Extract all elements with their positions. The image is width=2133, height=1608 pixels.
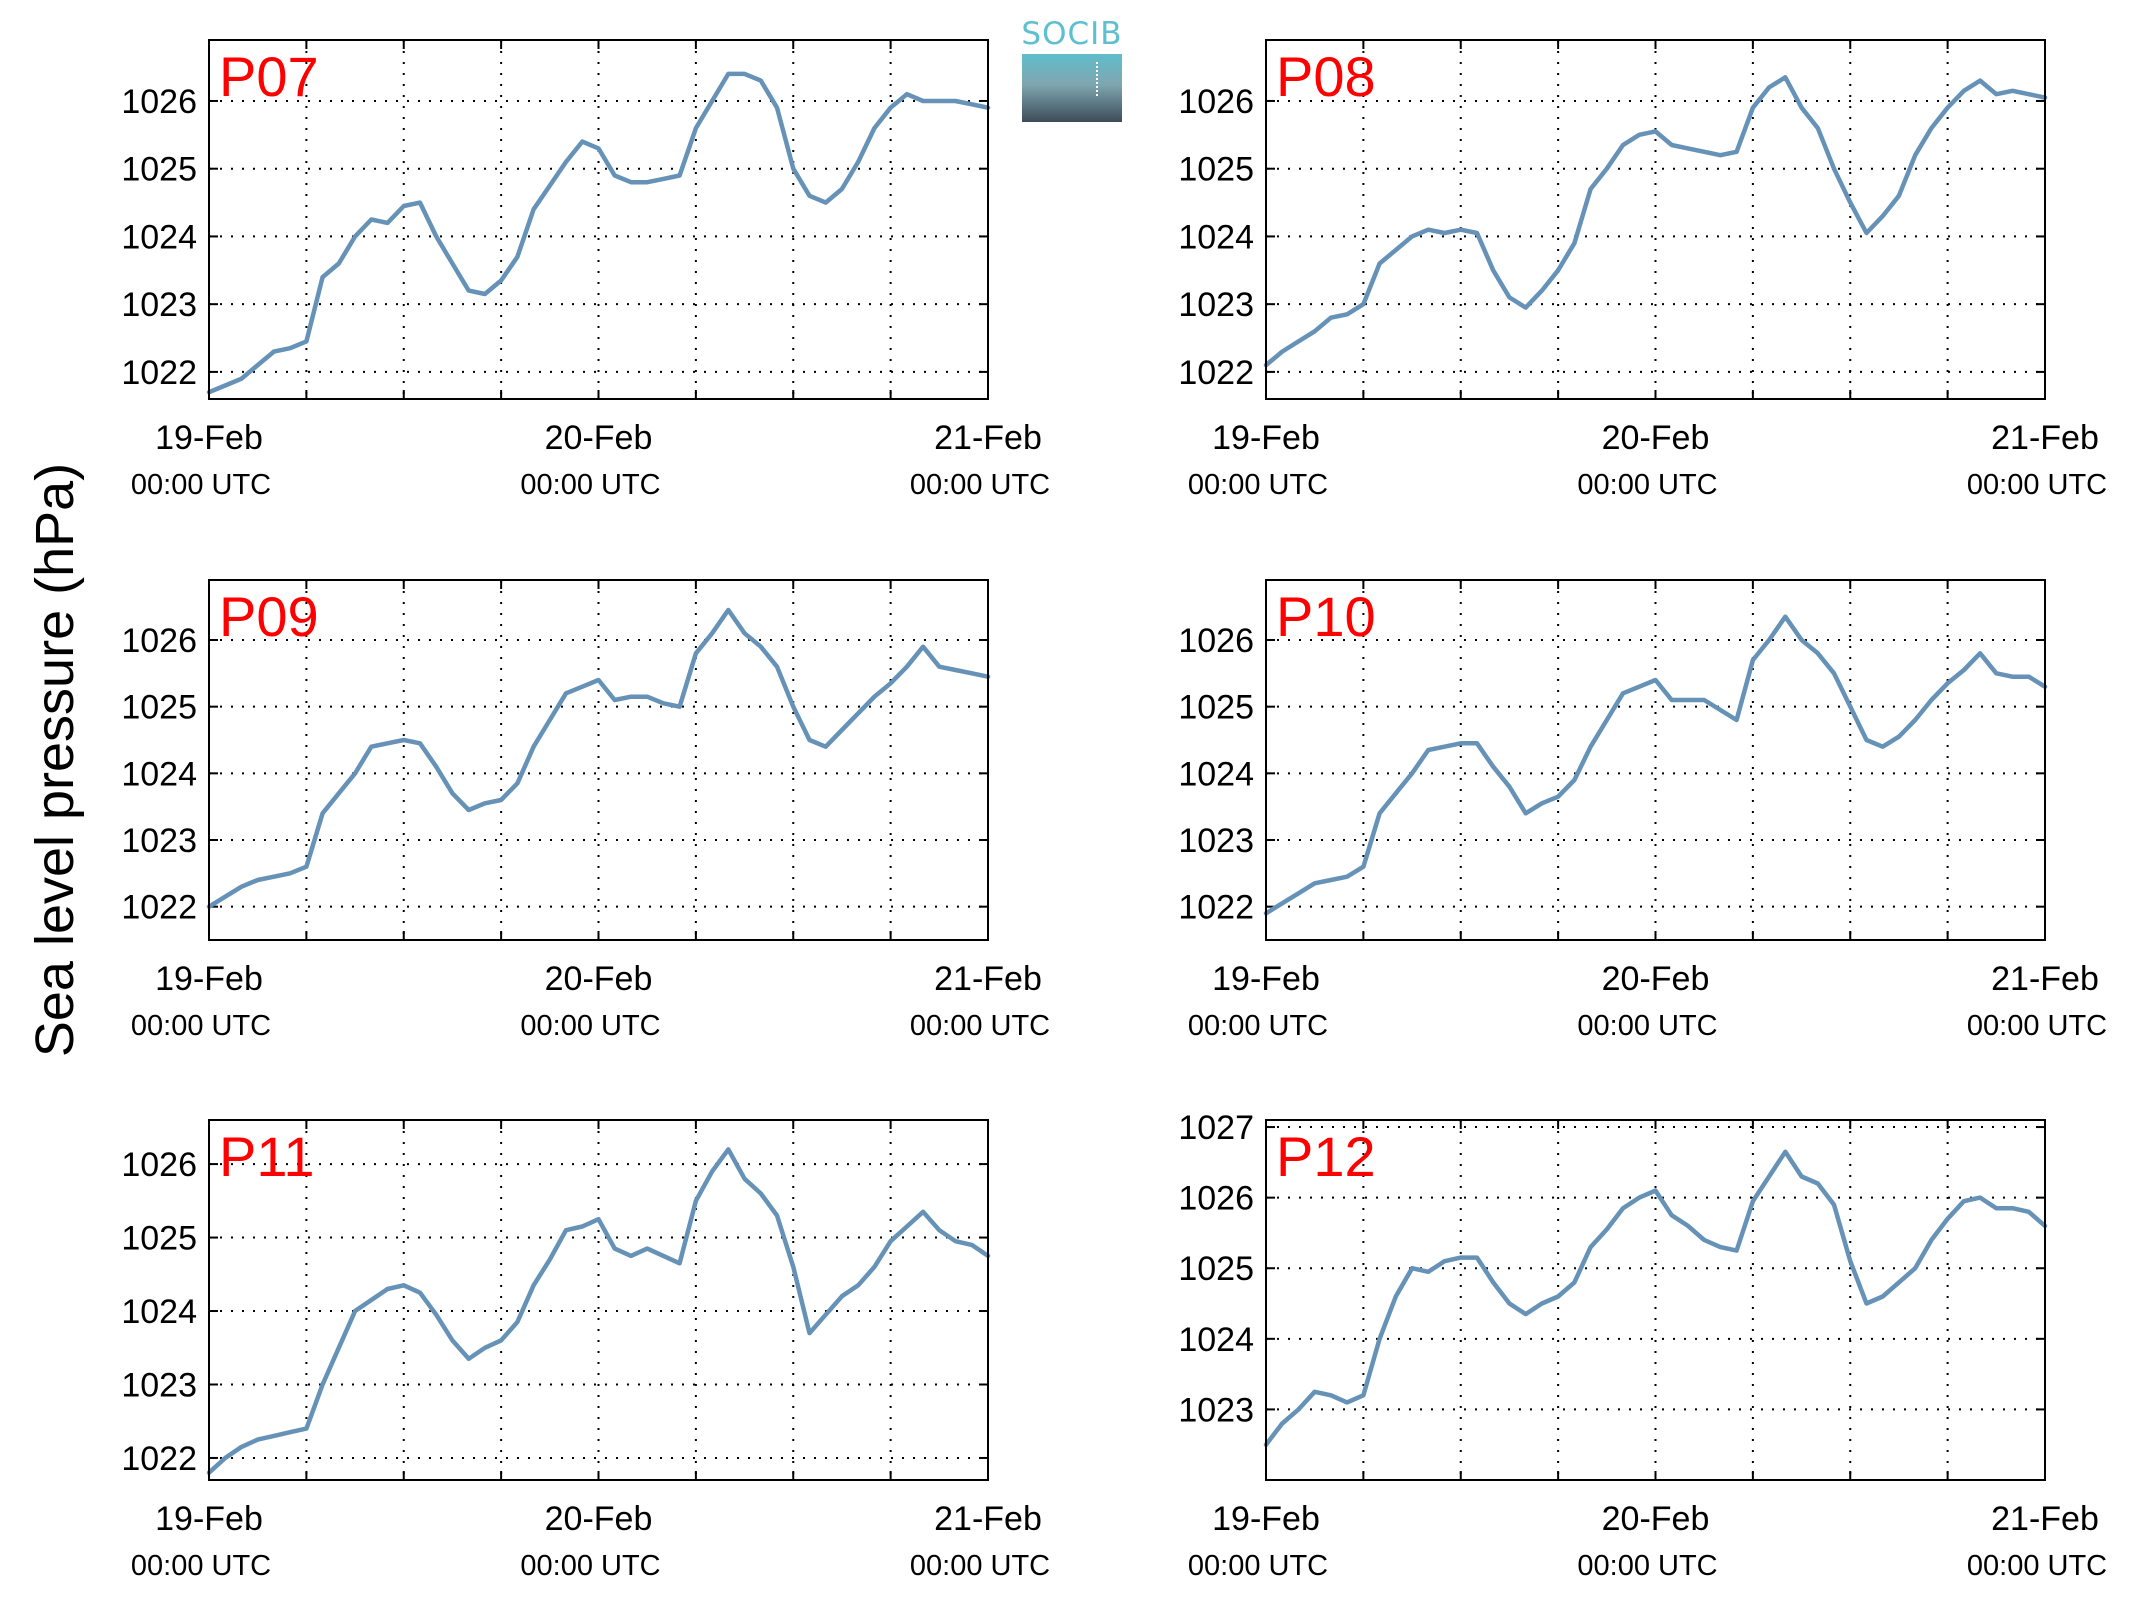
x-tick-label-time: 00:00 UTC	[520, 469, 660, 501]
x-tick-label-date: 21-Feb	[934, 419, 1042, 457]
y-tick-label: 1022	[121, 354, 197, 392]
y-tick-label: 1024	[121, 755, 197, 793]
x-tick-label-date: 21-Feb	[1991, 419, 2099, 457]
x-tick-label-time: 00:00 UTC	[520, 1010, 660, 1042]
y-tick-label: 1022	[121, 1440, 197, 1478]
y-tick-label: 1026	[121, 622, 197, 660]
y-tick-label: 1026	[1178, 1180, 1254, 1218]
y-tick-label: 1024	[1178, 218, 1254, 256]
panel-p12: 1023 1024 1025 1026 1027 P12 19-Feb 00:00 UTC 20…	[1178, 1109, 2107, 1582]
panel-label: P07	[219, 45, 319, 108]
x-tick-label-time: 00:00 UTC	[1577, 1010, 1717, 1042]
x-tick-label-date: 20-Feb	[545, 960, 653, 998]
y-tick-label: 1025	[1178, 689, 1254, 727]
y-tick-label: 1026	[1178, 622, 1254, 660]
x-tick-label-date: 20-Feb	[1602, 419, 1710, 457]
x-tick-label-time: 00:00 UTC	[1188, 1550, 1328, 1582]
x-tick-label-time: 00:00 UTC	[1967, 469, 2107, 501]
x-tick-label-date: 20-Feb	[545, 1500, 653, 1538]
y-tick-label: 1022	[1178, 889, 1254, 927]
panel-label: P12	[1276, 1125, 1376, 1188]
x-tick-label-time: 00:00 UTC	[910, 469, 1050, 501]
y-tick-label: 1025	[121, 1220, 197, 1258]
panel-p09: 1022 1023 1024 1025 1026 P09 19-Feb 00:00 UTC 20…	[121, 579, 1050, 1042]
x-tick-label-date: 21-Feb	[1991, 1500, 2099, 1538]
x-tick-label-date: 20-Feb	[1602, 1500, 1710, 1538]
y-tick-label: 1022	[121, 889, 197, 927]
x-tick-label-time: 00:00 UTC	[1967, 1010, 2107, 1042]
x-tick-label-date: 19-Feb	[155, 419, 263, 457]
x-tick-label-time: 00:00 UTC	[910, 1550, 1050, 1582]
x-tick-label-time: 00:00 UTC	[131, 469, 271, 501]
panel-label: P10	[1276, 585, 1376, 648]
x-tick-label-time: 00:00 UTC	[1188, 1010, 1328, 1042]
y-tick-label: 1026	[1178, 83, 1254, 121]
x-tick-label-date: 19-Feb	[155, 1500, 263, 1538]
y-tick-label: 1023	[121, 822, 197, 860]
series-line-p09	[206, 607, 991, 909]
y-tick-label: 1023	[121, 286, 197, 324]
axes-frame	[208, 39, 989, 400]
x-tick-label-time: 00:00 UTC	[1188, 469, 1328, 501]
socib-logo: SOCIB	[1020, 16, 1124, 122]
axes-frame	[208, 1119, 989, 1481]
socib-logo-text: SOCIB	[1021, 16, 1123, 52]
panel-p07: 1022 1023 1024 1025 1026 P07 19-Feb 00:00 UTC 20…	[121, 39, 1050, 501]
y-tick-label: 1025	[1178, 1250, 1254, 1288]
x-tick-label-time: 00:00 UTC	[520, 1550, 660, 1582]
panel-p10: 1022 1023 1024 1025 1026 P10 19-Feb 00:00 UTC 20…	[1178, 579, 2107, 1042]
y-tick-label: 1022	[1178, 354, 1254, 392]
x-tick-label-date: 20-Feb	[1602, 960, 1710, 998]
x-tick-label-date: 20-Feb	[545, 419, 653, 457]
y-tick-label: 1023	[1178, 822, 1254, 860]
x-tick-label-date: 21-Feb	[934, 1500, 1042, 1538]
x-tick-label-date: 21-Feb	[934, 960, 1042, 998]
series-line-p08	[1263, 75, 2048, 368]
axes-frame	[1265, 39, 2046, 400]
series-line-p07	[206, 71, 991, 395]
x-tick-label-date: 19-Feb	[155, 960, 263, 998]
y-tick-label: 1025	[1178, 151, 1254, 189]
y-tick-label: 1024	[121, 1293, 197, 1331]
y-tick-label: 1023	[1178, 1391, 1254, 1429]
y-tick-label: 1026	[121, 83, 197, 121]
x-tick-label-date: 19-Feb	[1212, 1500, 1320, 1538]
y-axis-label: Sea level pressure (hPa)	[25, 463, 85, 1057]
x-tick-label-time: 00:00 UTC	[910, 1010, 1050, 1042]
x-tick-label-time: 00:00 UTC	[1577, 469, 1717, 501]
y-tick-label: 1023	[1178, 286, 1254, 324]
y-tick-label: 1024	[1178, 1321, 1254, 1359]
series-line-p11	[206, 1147, 991, 1475]
socib-logo-mark	[1022, 54, 1122, 122]
panel-p08: 1022 1023 1024 1025 1026 P08 19-Feb 00:00 UTC 20…	[1178, 39, 2107, 501]
panel-p11: 1022 1023 1024 1025 1026 P11 19-Feb 00:00 UTC 20…	[121, 1119, 1050, 1582]
x-tick-label-date: 19-Feb	[1212, 419, 1320, 457]
panel-label: P08	[1276, 45, 1376, 108]
y-tick-label: 1026	[121, 1146, 197, 1184]
socib-logo-dots	[1096, 62, 1098, 96]
series-line-p10	[1263, 614, 2048, 916]
axes-frame	[1265, 579, 2046, 941]
y-tick-label: 1025	[121, 689, 197, 727]
y-tick-label: 1027	[1178, 1109, 1254, 1147]
series-line-p12	[1263, 1149, 2048, 1447]
x-tick-label-date: 21-Feb	[1991, 960, 2099, 998]
y-tick-label: 1024	[121, 218, 197, 256]
y-tick-label: 1025	[121, 151, 197, 189]
panel-label: P11	[219, 1125, 314, 1188]
axes-frame	[208, 579, 989, 941]
panel-label: P09	[219, 585, 319, 648]
x-tick-label-time: 00:00 UTC	[131, 1550, 271, 1582]
y-tick-label: 1023	[121, 1366, 197, 1404]
x-tick-label-date: 19-Feb	[1212, 960, 1320, 998]
x-tick-label-time: 00:00 UTC	[131, 1010, 271, 1042]
axes-frame	[1265, 1119, 2046, 1481]
x-tick-label-time: 00:00 UTC	[1967, 1550, 2107, 1582]
x-tick-label-time: 00:00 UTC	[1577, 1550, 1717, 1582]
y-tick-label: 1024	[1178, 755, 1254, 793]
